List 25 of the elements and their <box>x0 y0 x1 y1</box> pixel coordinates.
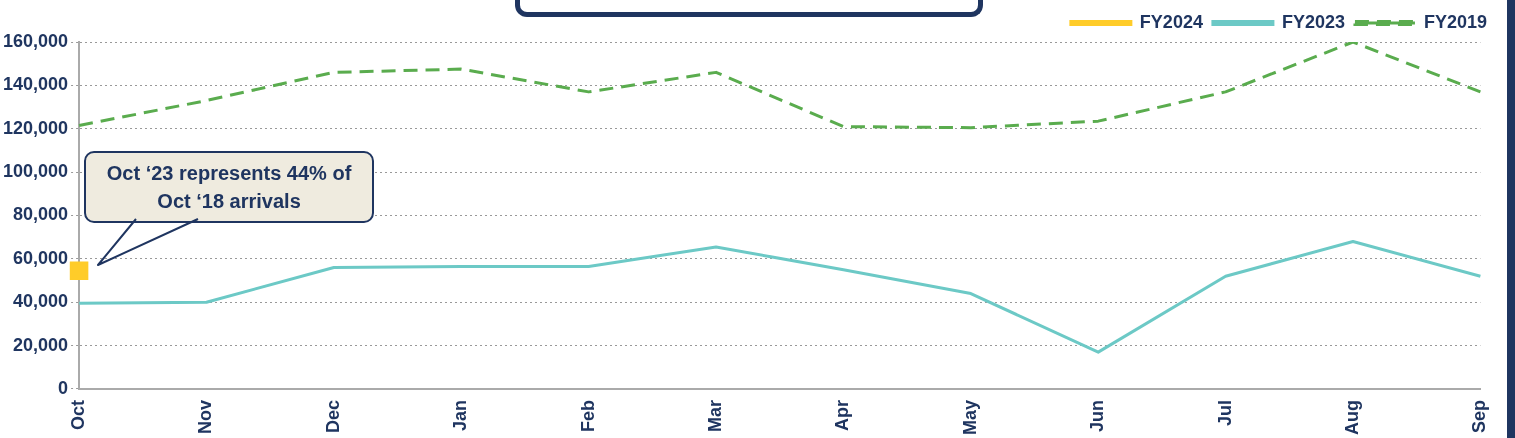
x-tick-label: May <box>959 399 980 435</box>
x-tick-label: Nov <box>195 399 216 434</box>
x-tick-label: Dec <box>322 399 343 434</box>
y-tick-label: 160,000 <box>2 30 69 51</box>
x-tick-label: Jan <box>450 399 471 432</box>
x-tick-label: Jun <box>1087 399 1108 432</box>
legend-label: FY2023 <box>1281 11 1345 32</box>
y-tick-label: 80,000 <box>13 204 69 225</box>
y-tick-label: 100,000 <box>2 161 69 182</box>
y-tick-label: 60,000 <box>13 247 69 268</box>
y-tick-label: 20,000 <box>13 334 69 355</box>
annotation: Oct ‘23 represents 44% of Oct ‘18 arrivals <box>106 161 352 212</box>
y-tick-label: 120,000 <box>2 117 69 138</box>
x-tick-label: Sep <box>1469 399 1490 433</box>
x-tick-label: Apr <box>832 399 853 431</box>
x-tick-label: Mar <box>705 399 725 432</box>
x-tick-label: Feb <box>577 399 598 432</box>
legend-label: FY2024 <box>1139 11 1203 32</box>
y-tick-label: 140,000 <box>2 74 69 95</box>
legend-label: FY2019 <box>1423 11 1487 32</box>
x-tick-label: Oct <box>68 399 89 430</box>
y-tick-label: 40,000 <box>13 291 69 312</box>
y-tick-label: 0 <box>58 377 69 398</box>
x-tick-label: Aug <box>1341 399 1362 435</box>
x-tick-label: Jul <box>1214 399 1235 426</box>
